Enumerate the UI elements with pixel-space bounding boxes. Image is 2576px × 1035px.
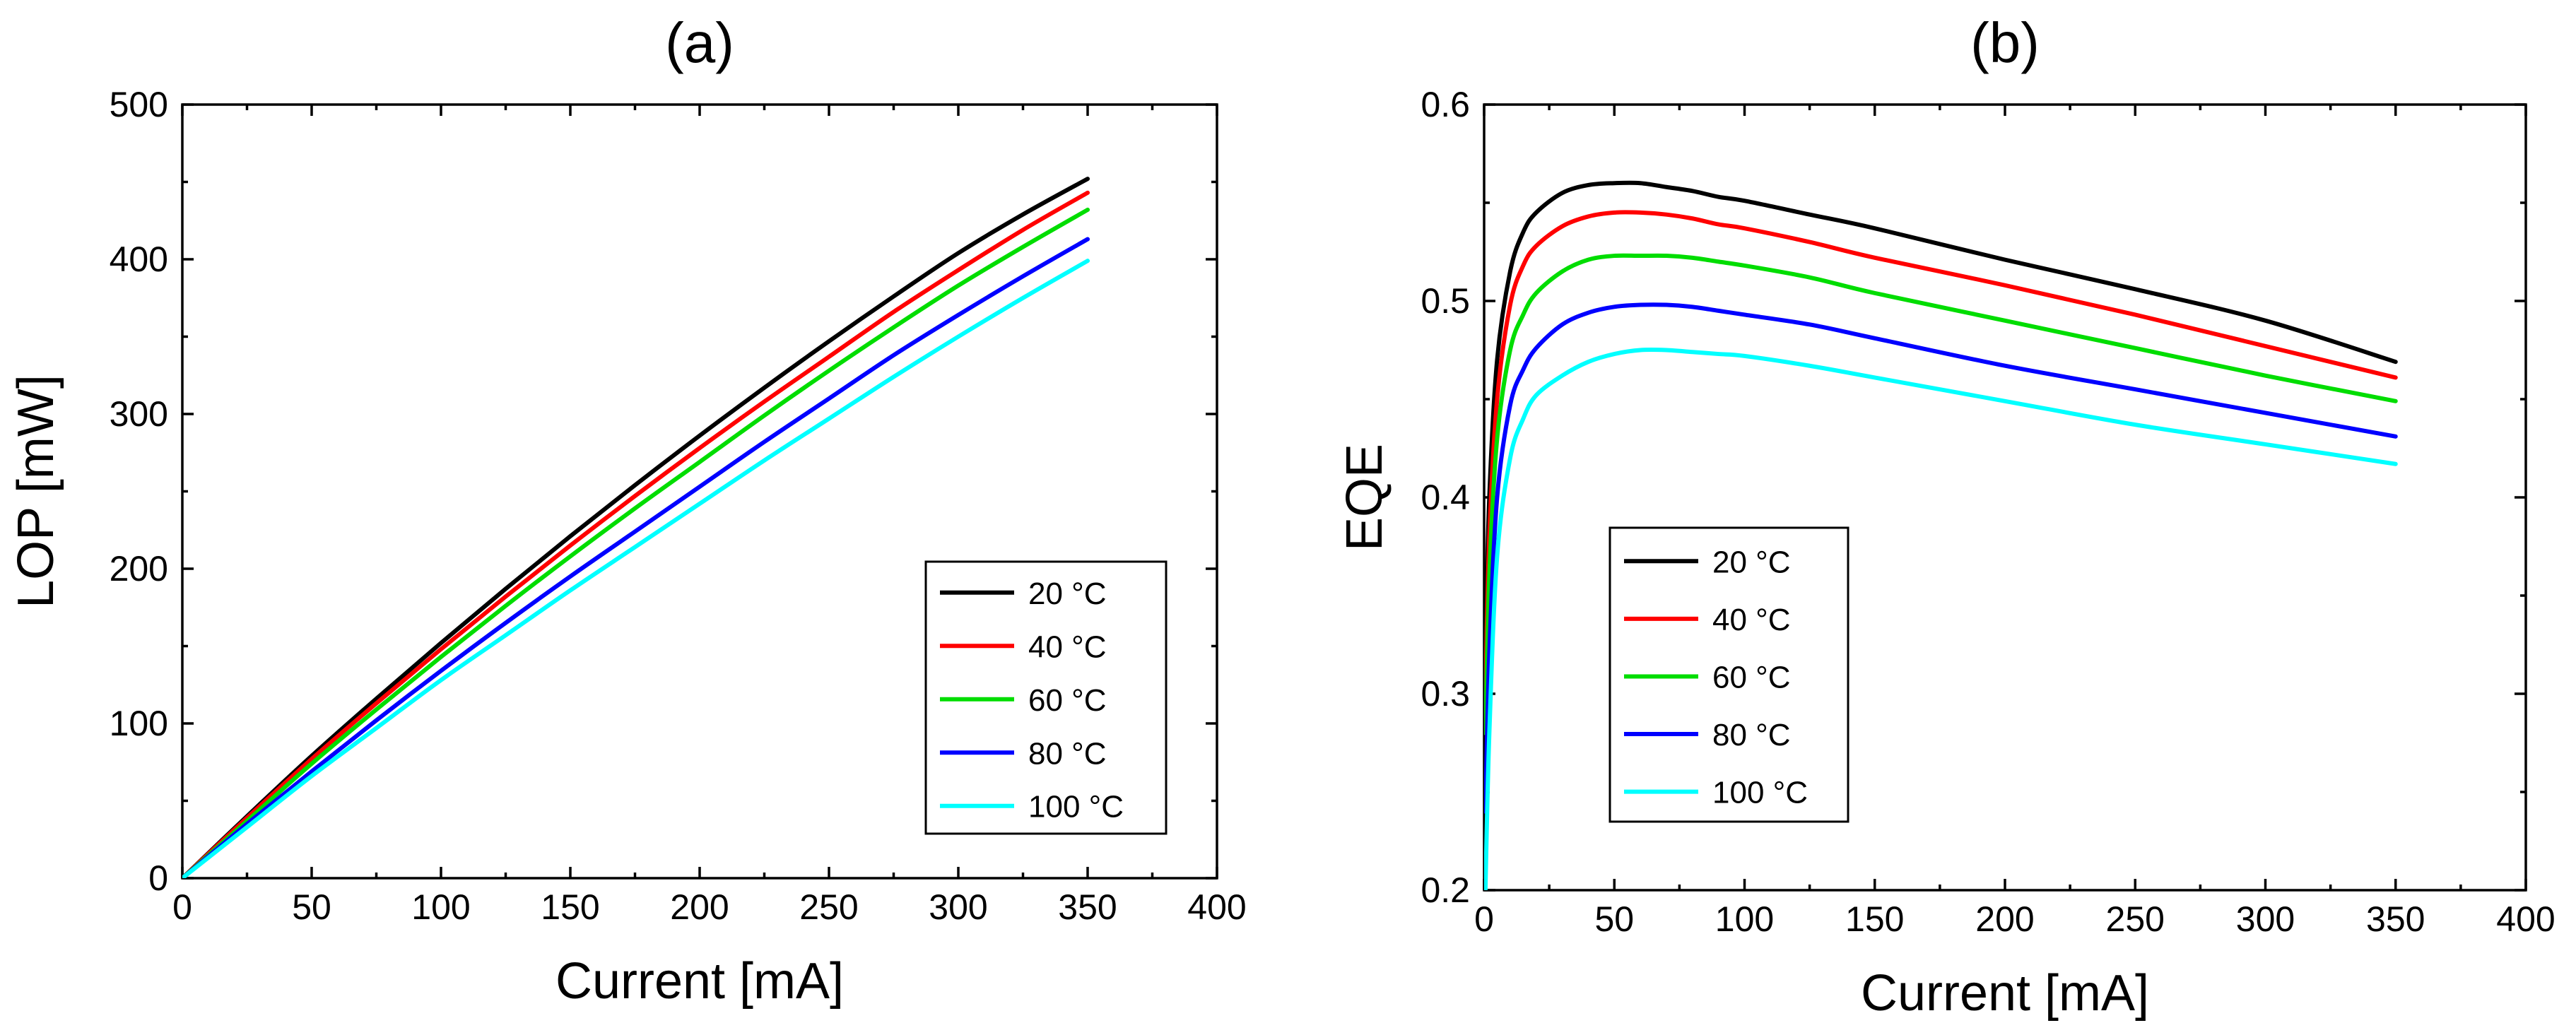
y-tick-label: 0.4 xyxy=(1421,478,1470,517)
x-tick-label: 300 xyxy=(2236,899,2295,939)
x-tick-label: 150 xyxy=(1845,899,1904,939)
x-tick-label: 0 xyxy=(172,887,192,927)
legend-label: 20 °C xyxy=(1712,545,1791,579)
x-axis-title: Current [mA] xyxy=(1861,965,2149,1022)
y-tick-label: 500 xyxy=(110,85,168,124)
y-axis-title: EQE xyxy=(1336,444,1393,551)
x-axis-title: Current [mA] xyxy=(555,953,844,1010)
y-tick-label: 0.6 xyxy=(1421,85,1470,124)
series-line-60C xyxy=(1484,253,2398,735)
legend-label: 80 °C xyxy=(1712,718,1791,752)
x-tick-label: 250 xyxy=(2106,899,2165,939)
series-line-20C xyxy=(1484,180,2398,657)
panel-title: (b) xyxy=(1970,11,2040,74)
series-line-80C xyxy=(1484,302,2398,814)
x-tick-label: 400 xyxy=(2496,899,2555,939)
legend: 20 °C 40 °C 60 °C 80 °C 100 °C xyxy=(1608,526,1849,823)
x-tick-label: 300 xyxy=(929,887,987,927)
legend-label: 100 °C xyxy=(1712,776,1808,810)
legend-label: 20 °C xyxy=(1028,576,1107,611)
series-line-40C xyxy=(1484,210,2398,696)
y-tick-label: 400 xyxy=(110,239,168,279)
x-tick-label: 200 xyxy=(670,887,729,927)
x-tick-label: 350 xyxy=(2366,899,2425,939)
legend: 20 °C 40 °C 60 °C 80 °C 100 °C xyxy=(924,560,1168,835)
x-tick-label: 200 xyxy=(1975,899,2034,939)
series-line-100C xyxy=(182,259,1090,878)
legend-label: 100 °C xyxy=(1028,790,1124,824)
x-tick-label: 100 xyxy=(411,887,470,927)
x-tick-label: 350 xyxy=(1058,887,1117,927)
x-tick-label: 50 xyxy=(292,887,331,927)
x-tick-label: 0 xyxy=(1474,899,1494,939)
y-tick-label: 100 xyxy=(110,704,168,743)
legend-label: 40 °C xyxy=(1028,629,1107,664)
series-line-80C xyxy=(182,237,1090,878)
panel-b: 0 50 100 150 200 250 300 350 400 0.2 0.3 0.4 0.5 0.6 (… xyxy=(1336,11,2556,1022)
x-tick-label: 100 xyxy=(1715,899,1774,939)
legend-label: 40 °C xyxy=(1712,603,1791,637)
y-tick-label: 200 xyxy=(110,549,168,589)
legend-label: 60 °C xyxy=(1028,683,1107,718)
y-tick-label: 0.2 xyxy=(1421,870,1470,910)
x-tick-label: 400 xyxy=(1187,887,1246,927)
panel-title: (a) xyxy=(665,11,734,74)
x-tick-label: 150 xyxy=(541,887,599,927)
series-line-100C xyxy=(1484,347,2398,890)
series-line-20C xyxy=(182,177,1090,878)
y-tick-label: 0 xyxy=(148,858,168,898)
y-tick-label: 300 xyxy=(110,394,168,434)
panel-a: 0 50 100 150 200 250 300 350 400 0 100 200 300 400 500… xyxy=(8,11,1247,1010)
y-axis-title: LOP [mW] xyxy=(8,374,64,608)
y-tick-label: 0.3 xyxy=(1421,674,1470,714)
x-tick-label: 50 xyxy=(1594,899,1634,939)
series-line-60C xyxy=(182,207,1090,878)
series-line-40C xyxy=(182,190,1090,878)
y-tick-label: 0.5 xyxy=(1421,281,1470,321)
x-tick-label: 250 xyxy=(799,887,858,927)
legend-label: 60 °C xyxy=(1712,660,1791,694)
legend-label: 80 °C xyxy=(1028,736,1107,771)
